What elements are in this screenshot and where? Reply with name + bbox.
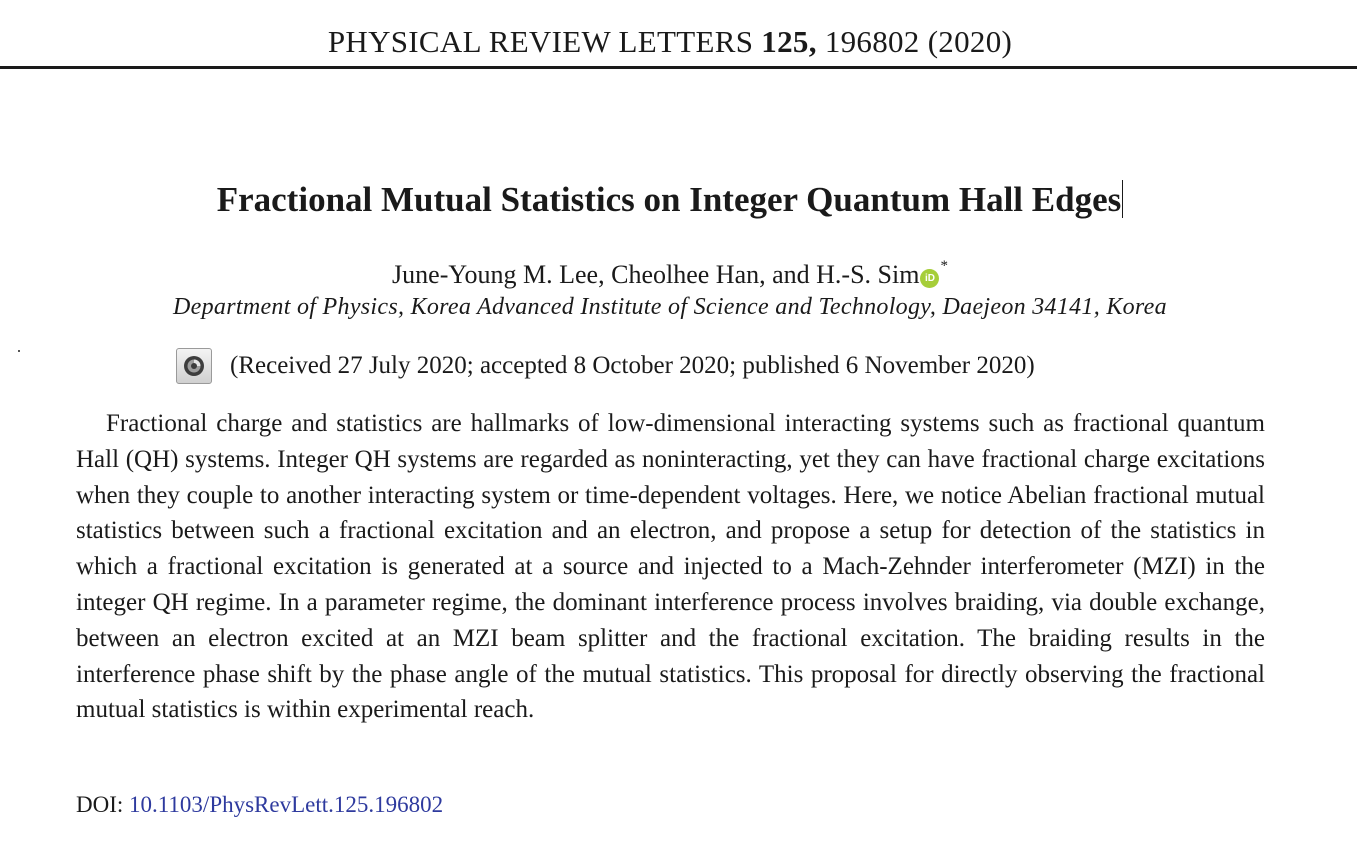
doi-line: DOI: 10.1103/PhysRevLett.125.196802: [76, 792, 443, 818]
authors-text: June-Young M. Lee, Cheolhee Han, and H.-…: [392, 260, 920, 289]
publication-year: (2020): [927, 24, 1013, 59]
journal-volume: 125,: [761, 24, 817, 59]
publication-dates: (Received 27 July 2020; accepted 8 Octob…: [230, 352, 1035, 379]
article-number: 196802: [824, 24, 920, 59]
orcid-icon[interactable]: iD: [920, 269, 940, 288]
author-list: June-Young M. Lee, Cheolhee Han, and H.-…: [0, 258, 1340, 290]
header-rule: [0, 66, 1357, 69]
margin-dot: [18, 350, 20, 352]
article-title-block: Fractional Mutual Statistics on Integer …: [0, 180, 1340, 220]
doi-link[interactable]: 10.1103/PhysRevLett.125.196802: [129, 792, 444, 817]
dates-row: (Received 27 July 2020; accepted 8 Octob…: [176, 347, 1035, 385]
doi-label: DOI:: [76, 792, 124, 817]
journal-name: PHYSICAL REVIEW LETTERS: [327, 24, 754, 59]
affiliation: Department of Physics, Korea Advanced In…: [173, 294, 1167, 320]
crossmark-icon[interactable]: [176, 348, 212, 384]
corresponding-author-mark: *: [940, 258, 948, 274]
journal-header: PHYSICAL REVIEW LETTERS 125, 196802 (202…: [0, 24, 1340, 60]
text-cursor: [1122, 180, 1124, 218]
article-title: Fractional Mutual Statistics on Integer …: [216, 180, 1122, 219]
abstract: Fractional charge and statistics are hal…: [76, 410, 1265, 724]
crossmark-glyph: [184, 356, 204, 376]
